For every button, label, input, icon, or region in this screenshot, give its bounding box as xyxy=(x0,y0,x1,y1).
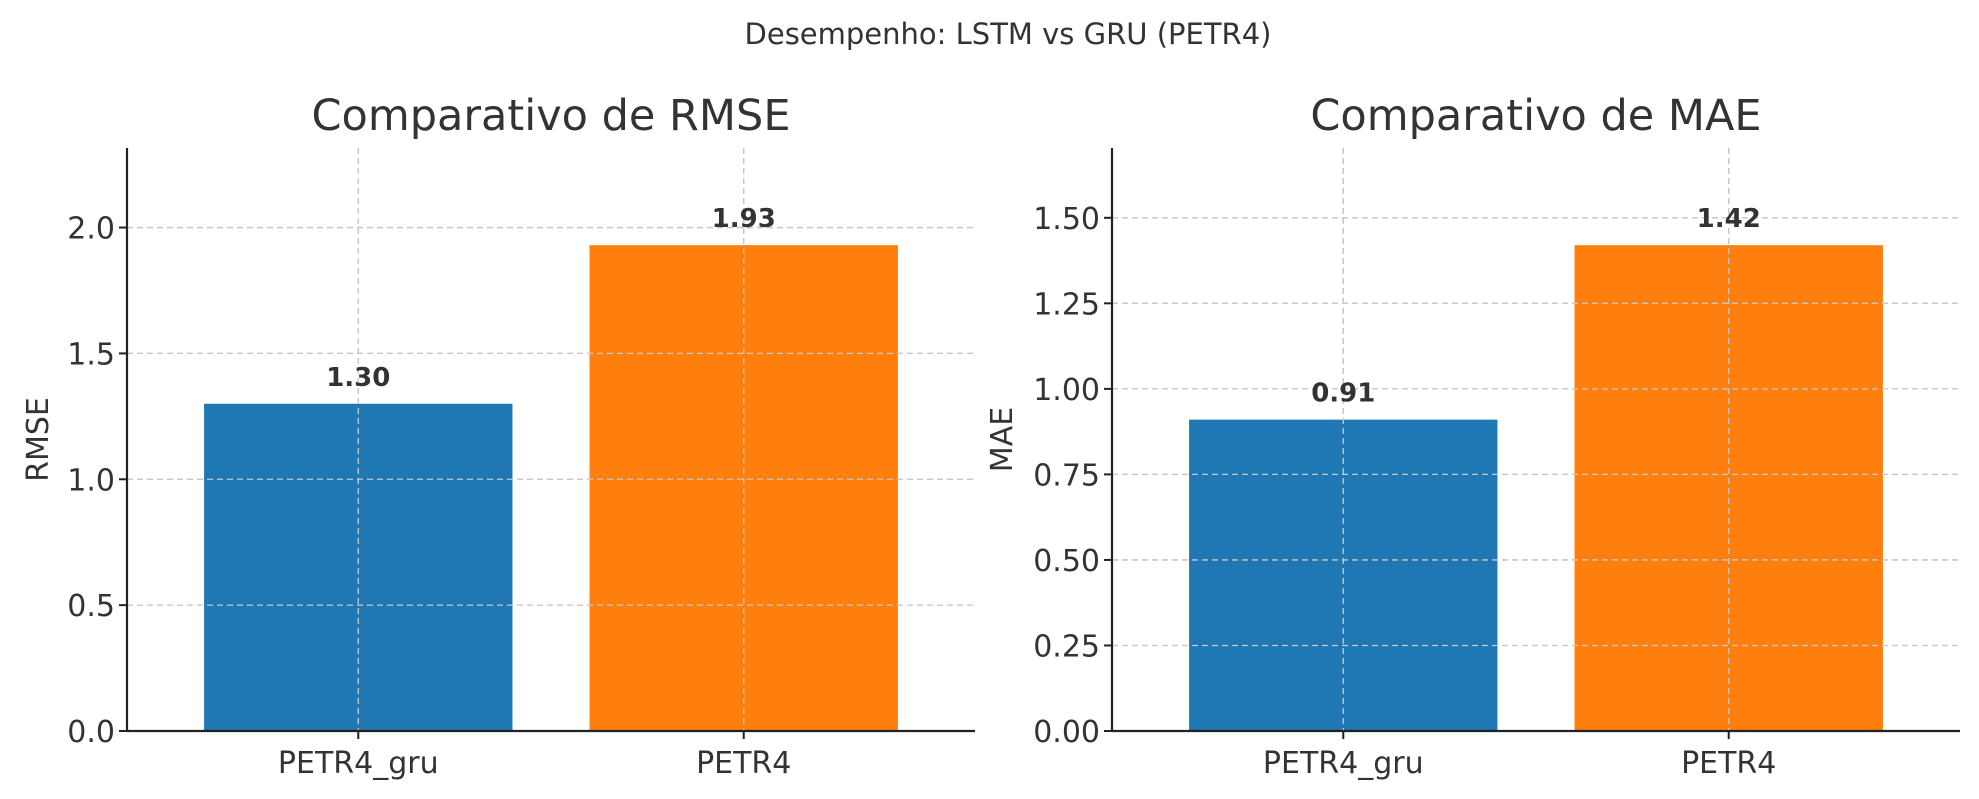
mae-y-axis-label: MAE xyxy=(985,407,1020,472)
mae-bar-petr4-gru xyxy=(1189,419,1498,731)
mae-chart-panel: 0.91 1.42 0.00 0.25 0.50 0.75 1.00 1.25 1.50 PETR… xyxy=(985,91,1960,781)
mae-ytick-label: 1.50 xyxy=(1033,202,1100,237)
rmse-ytick-label: 0.0 xyxy=(67,715,115,750)
rmse-ytick-label: 1.0 xyxy=(67,463,115,498)
mae-xtick-label: PETR4_gru xyxy=(1263,746,1424,781)
mae-ytick-label: 1.25 xyxy=(1033,287,1100,322)
figure-suptitle: Desempenho: LSTM vs GRU (PETR4) xyxy=(745,17,1272,51)
rmse-ytick-label: 0.5 xyxy=(67,589,115,624)
mae-data-label: 0.91 xyxy=(1311,379,1375,409)
rmse-chart-panel: 1.30 1.93 0.0 0.5 1.0 1.5 2.0 PETR4_gru PETR4 Com… xyxy=(21,91,975,781)
rmse-xtick-label: PETR4_gru xyxy=(278,746,439,781)
rmse-chart-title: Comparativo de RMSE xyxy=(312,91,791,141)
rmse-data-label: 1.30 xyxy=(326,363,390,393)
mae-ytick-label: 0.00 xyxy=(1033,715,1100,750)
rmse-y-axis-label: RMSE xyxy=(21,397,56,482)
mae-ytick-label: 0.25 xyxy=(1033,629,1100,664)
rmse-ytick-label: 1.5 xyxy=(67,337,115,372)
mae-xtick-label: PETR4 xyxy=(1681,746,1776,781)
mae-ytick-label: 0.50 xyxy=(1033,544,1100,579)
rmse-xtick-label: PETR4 xyxy=(696,746,791,781)
rmse-data-label: 1.93 xyxy=(712,204,776,234)
mae-ytick-label: 1.00 xyxy=(1033,373,1100,408)
mae-data-label: 1.42 xyxy=(1697,204,1761,234)
rmse-ytick-label: 2.0 xyxy=(67,212,115,247)
mae-chart-title: Comparativo de MAE xyxy=(1310,91,1761,141)
mae-ytick-label: 0.75 xyxy=(1033,458,1100,493)
